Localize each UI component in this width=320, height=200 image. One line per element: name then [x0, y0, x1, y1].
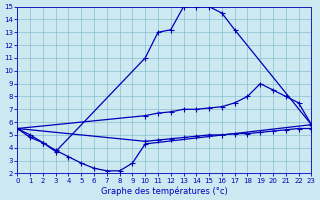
- X-axis label: Graphe des températures (°c): Graphe des températures (°c): [101, 186, 228, 196]
